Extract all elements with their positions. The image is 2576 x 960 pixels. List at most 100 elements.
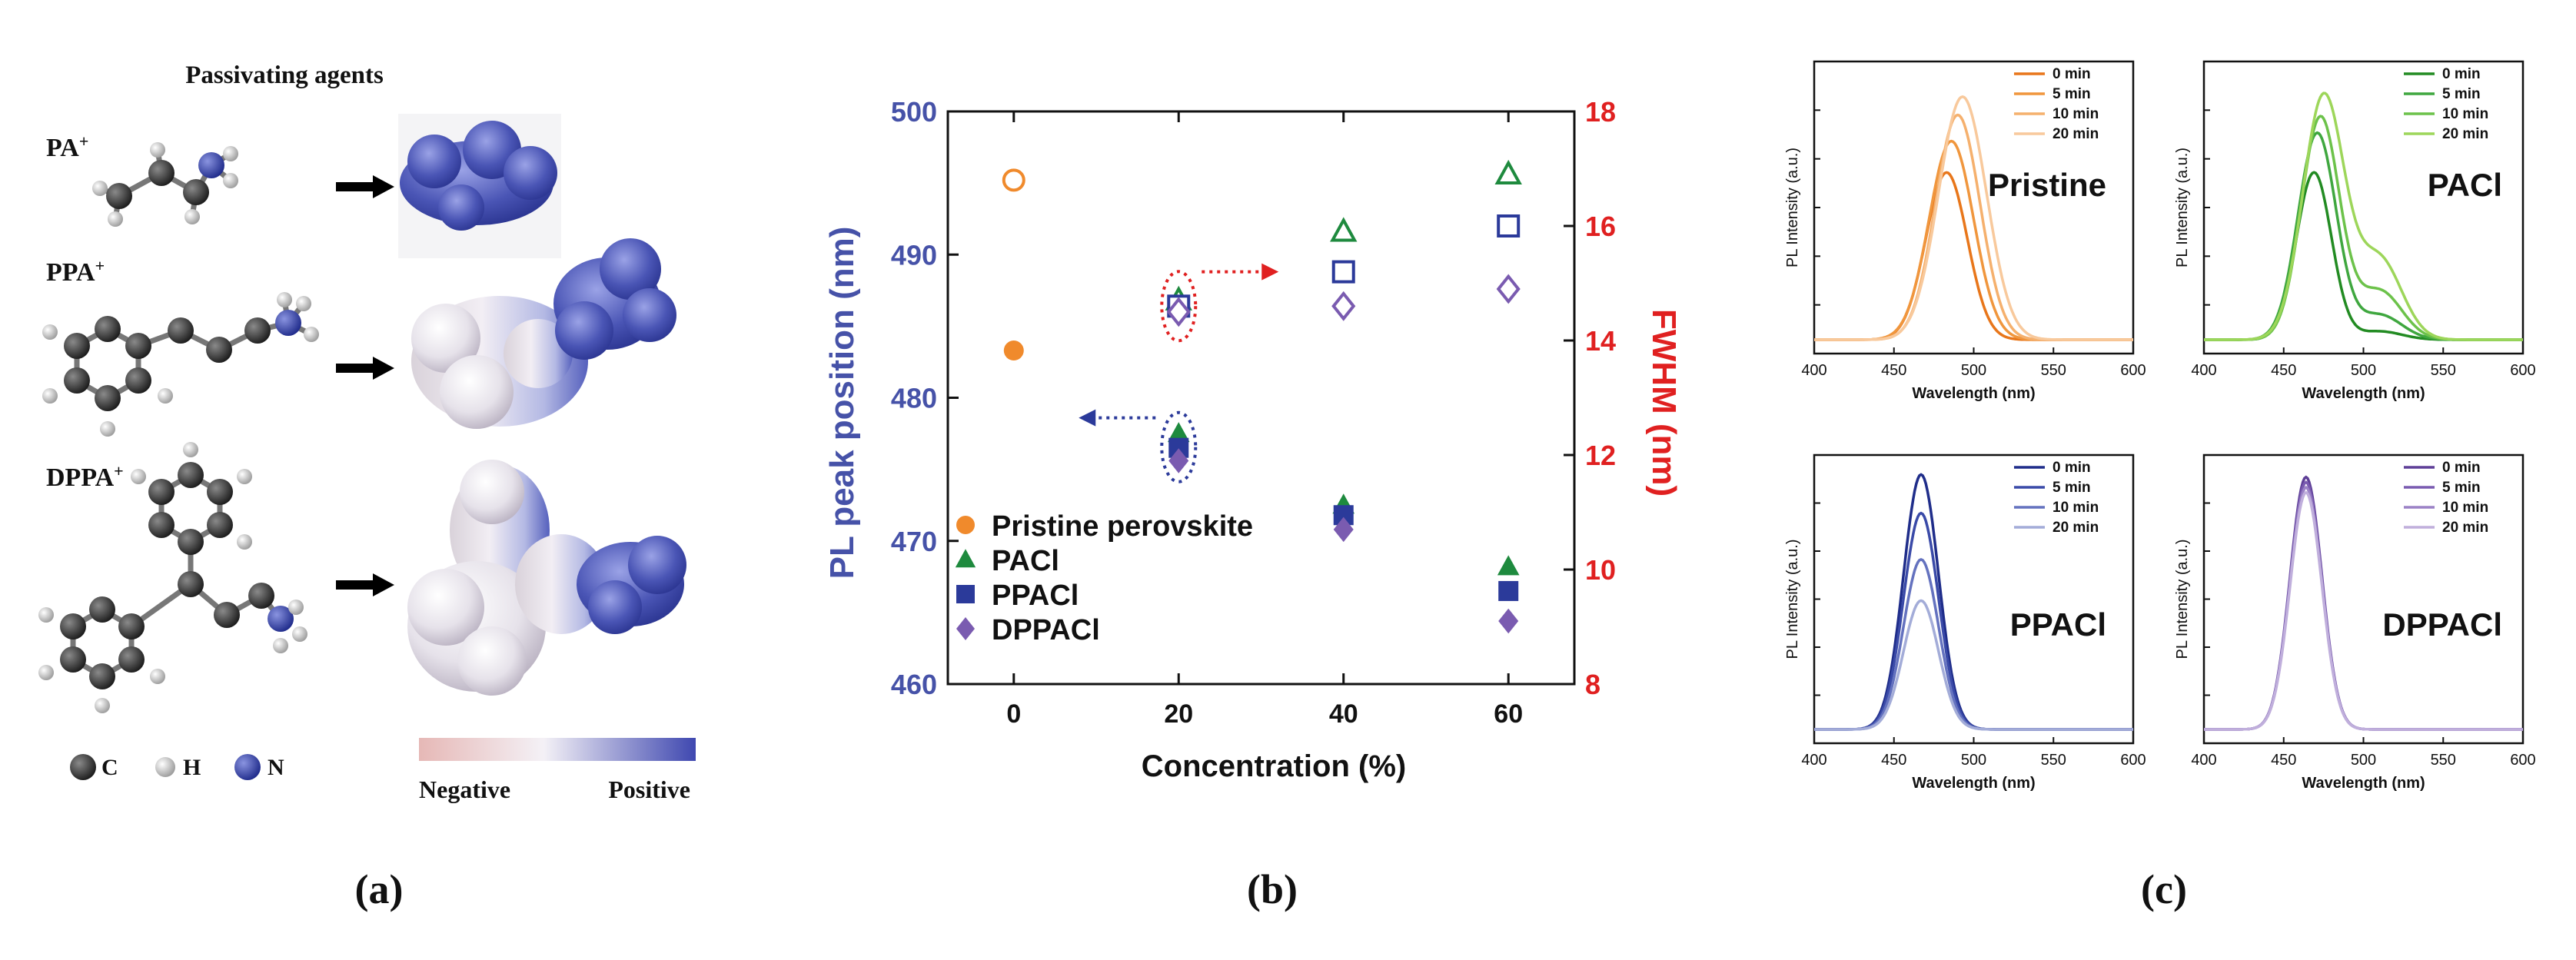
spectrum-panel-label: PACl bbox=[2428, 167, 2502, 203]
legend-label: 10 min bbox=[2442, 500, 2488, 516]
x-tick-label: 500 bbox=[2351, 752, 2376, 769]
x-tick-label: 550 bbox=[2041, 752, 2066, 769]
legend-label: 5 min bbox=[2442, 86, 2481, 102]
nitrogen-atom-icon bbox=[234, 754, 261, 780]
plot-frame bbox=[1813, 60, 2135, 355]
pl-spectrum-chart-pacl: 400 450 500 550 600 Wavelength (nm) PL Intensi… bbox=[2174, 60, 2536, 402]
colorbar-negative-label: Negative bbox=[419, 776, 510, 803]
y-axis-label: PL Intensity (a.u.) bbox=[2174, 148, 2191, 267]
fwhm-point-dppacl bbox=[1166, 297, 1191, 327]
x-tick-label: 40 bbox=[1329, 699, 1358, 729]
arrow-icon bbox=[336, 175, 394, 596]
x-axis-label: Wavelength (nm) bbox=[1912, 385, 2035, 402]
carbon-atom-icon bbox=[70, 754, 96, 780]
panel-b-y2label: FWHM (nm) bbox=[1645, 309, 1683, 497]
x-axis-label: Wavelength (nm) bbox=[2302, 775, 2425, 792]
panel-b-marks bbox=[1002, 159, 1522, 634]
x-tick-label: 400 bbox=[2191, 752, 2216, 769]
colorbar-positive-label: Positive bbox=[608, 776, 690, 803]
ppa-esp-surface bbox=[411, 238, 676, 429]
plot-frame bbox=[2202, 453, 2524, 745]
legend-label: PPACl bbox=[992, 580, 1079, 612]
legend-label: Pristine perovskite bbox=[992, 510, 1253, 543]
x-tick-label: 400 bbox=[1801, 752, 1826, 769]
peak-highlight-ellipse bbox=[1160, 410, 1198, 483]
fwhm-point-dppacl bbox=[1331, 291, 1356, 321]
legend-label: 20 min bbox=[2442, 126, 2488, 142]
pl-spectrum-chart-pristine: 400 450 500 550 600 Wavelength (nm) PL Intensi… bbox=[1784, 60, 2146, 402]
spectrum-panel-label: DPPACl bbox=[2382, 606, 2502, 643]
y-axis-label: PL Intensity (a.u.) bbox=[2174, 540, 2191, 659]
spectrum-line-10-min bbox=[1814, 557, 2133, 731]
fwhm-point-dppacl bbox=[1496, 274, 1521, 304]
x-tick-label: 600 bbox=[2120, 362, 2146, 379]
y2-tick-label: 18 bbox=[1585, 96, 1616, 128]
legend-marker-dppacl bbox=[956, 617, 975, 640]
y2-tick-label: 16 bbox=[1585, 211, 1616, 242]
x-tick-label: 500 bbox=[2351, 362, 2376, 379]
spectrum-line-20-min bbox=[1814, 599, 2133, 731]
panel-b-chart: 0 20 40 60 460 470 480 490 500 8 10 12 14 16 18 Pristi… bbox=[823, 96, 1683, 912]
y-axis-label: PL Intensity (a.u.) bbox=[1784, 148, 1801, 267]
x-tick-label: 500 bbox=[1961, 752, 1986, 769]
x-tick-label: 550 bbox=[2431, 752, 2456, 769]
esp-colorbar bbox=[419, 738, 696, 761]
spectrum-line-20-min bbox=[2204, 91, 2523, 341]
legend-label: 0 min bbox=[2442, 460, 2481, 476]
spectrum-line-10-min bbox=[1814, 113, 2133, 341]
peak-point-pacl bbox=[1497, 555, 1520, 576]
panel-b-annotations bbox=[1079, 263, 1279, 483]
dppa-molecule-model bbox=[38, 442, 307, 713]
legend-label: 5 min bbox=[2052, 86, 2091, 102]
y2-tick-label: 14 bbox=[1585, 325, 1616, 357]
legend-label: 20 min bbox=[2442, 520, 2488, 536]
x-tick-label: 550 bbox=[2431, 362, 2456, 379]
panel-b-axes: 0 20 40 60 460 470 480 490 500 8 10 12 14 16 18 bbox=[891, 96, 1616, 729]
x-tick-label: 500 bbox=[1961, 362, 1986, 379]
y2-tick-label: 12 bbox=[1585, 440, 1616, 471]
x-tick-label: 400 bbox=[2191, 362, 2216, 379]
atom-legend: C H N bbox=[70, 754, 284, 780]
x-tick-label: 450 bbox=[2271, 752, 2296, 769]
spectrum-line-20-min bbox=[2204, 490, 2523, 731]
legend-label: 0 min bbox=[2442, 66, 2481, 82]
peak-point-pristine-perovskite bbox=[1003, 340, 1024, 361]
y2-tick-label: 10 bbox=[1585, 554, 1616, 586]
peak-point-dppacl bbox=[1498, 608, 1519, 634]
x-tick-label: 600 bbox=[2120, 752, 2146, 769]
y-tick-label: 500 bbox=[891, 96, 937, 128]
legend-marker-pacl bbox=[955, 549, 976, 568]
arrow-right-icon bbox=[1261, 263, 1279, 281]
pa-molecule-model bbox=[92, 142, 238, 227]
x-axis-label: Wavelength (nm) bbox=[2302, 385, 2425, 402]
atom-legend-h: H bbox=[183, 755, 201, 780]
molecule-label-ppa: PPA+ bbox=[46, 256, 105, 287]
x-tick-label: 60 bbox=[1494, 699, 1523, 729]
plot-frame bbox=[1813, 453, 2135, 745]
legend-label: 0 min bbox=[2052, 66, 2091, 82]
fwhm-highlight-ellipse bbox=[1160, 270, 1198, 343]
x-tick-label: 600 bbox=[2510, 752, 2535, 769]
atom-legend-n: N bbox=[268, 755, 284, 780]
y-axis-label: PL Intensity (a.u.) bbox=[1784, 540, 1801, 659]
spectrum-line-5-min bbox=[2204, 131, 2523, 341]
legend-label: 0 min bbox=[2052, 460, 2091, 476]
fwhm-point-pacl bbox=[1330, 217, 1358, 242]
legend-marker-pristine-perovskite bbox=[956, 516, 975, 534]
arrow-left-icon bbox=[1079, 409, 1096, 427]
fwhm-point-ppacl bbox=[1497, 214, 1521, 238]
legend-label: 20 min bbox=[2052, 520, 2099, 536]
x-tick-label: 600 bbox=[2510, 362, 2535, 379]
peak-point-dppacl bbox=[1168, 448, 1189, 473]
fwhm-point-ppacl bbox=[1331, 260, 1355, 284]
panel-a: Passivating agents PA+ PPA+ DPPA+ bbox=[38, 61, 696, 912]
panel-a-caption: (a) bbox=[355, 866, 404, 912]
y-tick-label: 470 bbox=[891, 526, 937, 557]
legend-marker-ppacl bbox=[956, 585, 975, 603]
x-tick-label: 400 bbox=[1801, 362, 1826, 379]
x-tick-label: 20 bbox=[1164, 699, 1193, 729]
atom-legend-c: C bbox=[101, 755, 118, 780]
fwhm-point-pristine-perovskite bbox=[1002, 168, 1025, 192]
panel-b-xlabel: Concentration (%) bbox=[1142, 749, 1406, 783]
y-tick-label: 490 bbox=[891, 239, 937, 271]
